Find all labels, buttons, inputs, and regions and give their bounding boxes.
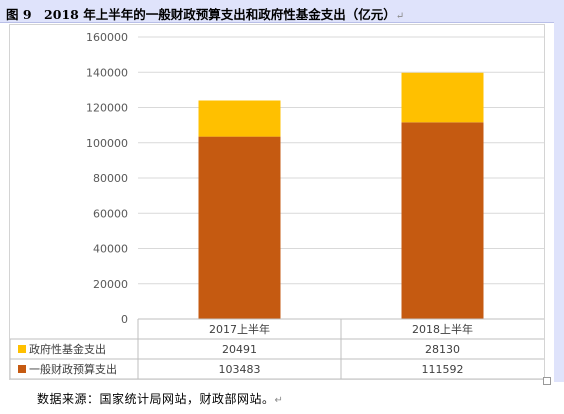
source-text: 数据来源：国家统计局网站，财政部网站。 [37, 392, 275, 406]
y-tick-label: 160000 [86, 31, 128, 44]
bar-segment [198, 100, 281, 137]
y-tick-label: 20000 [93, 278, 128, 291]
resize-handle[interactable] [543, 377, 551, 385]
legend-key [18, 365, 26, 373]
source-note: 数据来源：国家统计局网站，财政部网站。↵ [37, 390, 283, 407]
legend-label: 政府性基金支出 [29, 342, 106, 356]
bar-segment [198, 136, 281, 319]
legend-label: 一般财政预算支出 [29, 362, 117, 376]
x-category-label: 2017上半年 [209, 322, 270, 336]
y-tick-label: 40000 [93, 243, 128, 256]
y-tick-label: 60000 [93, 207, 128, 220]
y-tick-label: 120000 [86, 102, 128, 115]
y-tick-label: 140000 [86, 66, 128, 79]
figure-title: 图 9 2018 年上半年的一般财政预算支出和政府性基金支出（亿元）↵ [6, 4, 404, 23]
page-margin-bar [554, 22, 564, 382]
data-label: 103483 [219, 363, 261, 376]
title-bar: 图 9 2018 年上半年的一般财政预算支出和政府性基金支出（亿元）↵ [0, 0, 564, 23]
paragraph-mark-icon: ↵ [395, 11, 405, 22]
chart-area[interactable]: 0 20000 40000 60000 80000 100000 120000 140000 1… [9, 24, 545, 380]
stacked-bar-chart: 0 20000 40000 60000 80000 100000 120000 140000 1… [9, 31, 544, 380]
bar-segment [401, 122, 484, 320]
bar-segment [401, 72, 484, 123]
source-paragraph-mark-icon: ↵ [274, 395, 284, 406]
data-label: 111592 [422, 363, 464, 376]
figure-title-text: 图 9 2018 年上半年的一般财政预算支出和政府性基金支出（亿元） [6, 7, 396, 22]
y-tick-label: 80000 [93, 172, 128, 185]
y-tick-label: 100000 [86, 137, 128, 150]
data-label: 20491 [222, 343, 257, 356]
y-tick-label: 0 [121, 313, 128, 326]
legend-key [18, 345, 26, 353]
x-category-label: 2018上半年 [412, 322, 473, 336]
data-label: 28130 [425, 343, 460, 356]
